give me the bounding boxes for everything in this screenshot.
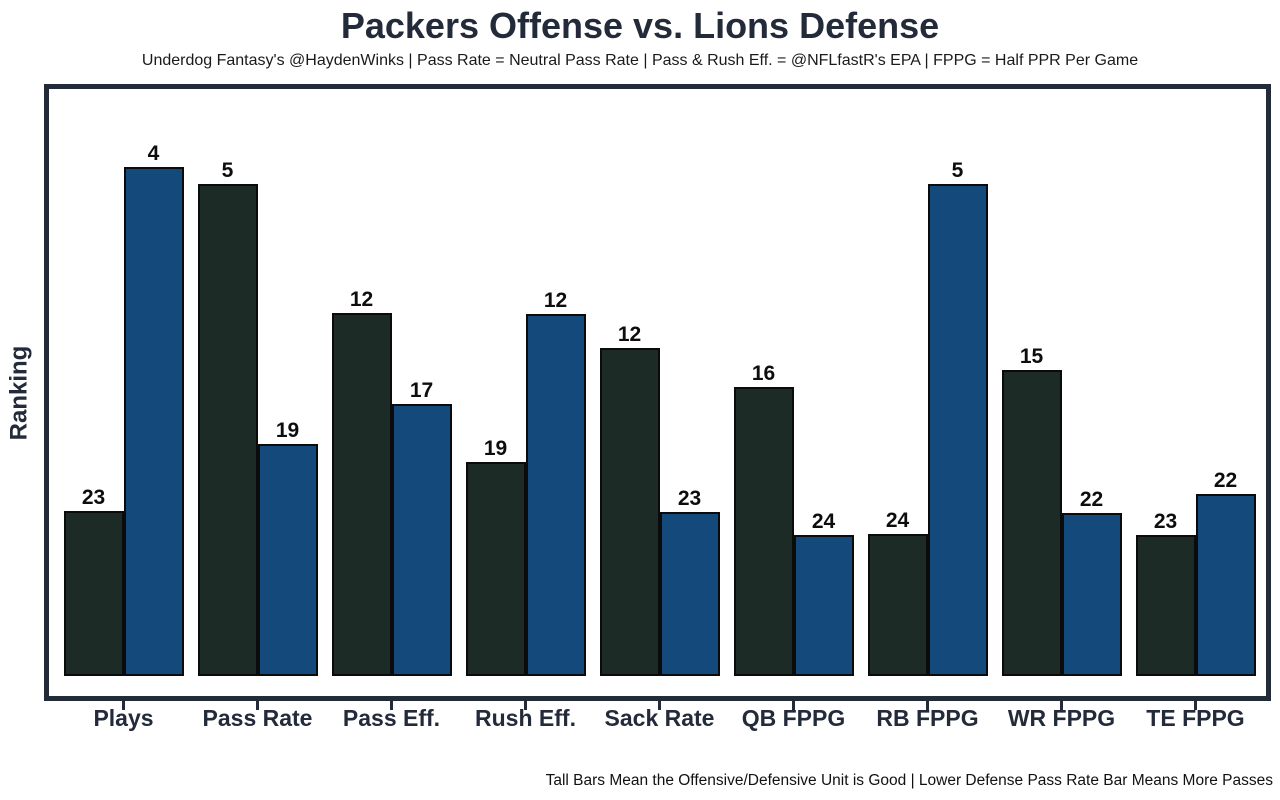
chart-title: Packers Offense vs. Lions Defense bbox=[340, 5, 940, 46]
defense-rank-label: 22 bbox=[1213, 469, 1238, 493]
offense-bar bbox=[1135, 535, 1196, 676]
defense-bar bbox=[659, 512, 720, 676]
x-axis-category-label: TE FPPG bbox=[1146, 705, 1245, 731]
y-axis-label-text: Ranking bbox=[5, 345, 32, 440]
x-axis-category-label: Pass Rate bbox=[202, 705, 313, 731]
defense-rank-label: 19 bbox=[275, 419, 300, 443]
defense-bar-wrap: 5 bbox=[927, 89, 988, 676]
x-axis-category-label: QB FPPG bbox=[741, 705, 846, 731]
defense-bar-wrap: 23 bbox=[659, 89, 720, 676]
offense-rank-label: 12 bbox=[349, 288, 374, 312]
chart-plot: 23 4 Plays 5 19 Pass Rate 12 17 Pass Eff… bbox=[44, 84, 1271, 731]
bar-group: 15 22 bbox=[1001, 89, 1122, 676]
offense-bar bbox=[867, 533, 928, 676]
x-axis-tick bbox=[792, 701, 795, 710]
offense-rank-label: 12 bbox=[617, 323, 642, 347]
defense-rank-label: 5 bbox=[951, 158, 964, 182]
x-axis-tick bbox=[256, 701, 259, 710]
offense-bar bbox=[331, 313, 392, 676]
defense-bar-wrap: 17 bbox=[391, 89, 452, 676]
offense-bar bbox=[465, 462, 526, 676]
defense-bar-wrap: 22 bbox=[1195, 89, 1256, 676]
offense-bar bbox=[733, 387, 794, 676]
defense-bar bbox=[1195, 494, 1256, 676]
y-axis-label: Ranking bbox=[0, 84, 38, 701]
bar-group: 23 22 bbox=[1135, 89, 1256, 676]
x-axis-category-label: WR FPPG bbox=[1007, 705, 1116, 731]
defense-bar bbox=[1061, 513, 1122, 676]
offense-bar bbox=[197, 183, 258, 676]
defense-bar bbox=[123, 167, 184, 676]
defense-bar bbox=[793, 535, 854, 676]
offense-bar-wrap: 16 bbox=[733, 89, 794, 676]
defense-bar-wrap: 12 bbox=[525, 89, 586, 676]
defense-rank-label: 4 bbox=[147, 142, 160, 166]
chart-footnote: Tall Bars Mean the Offensive/Defensive U… bbox=[545, 772, 1273, 789]
x-axis-tick bbox=[390, 701, 393, 710]
offense-rank-label: 5 bbox=[221, 158, 234, 182]
bar-group: 12 17 bbox=[331, 89, 452, 676]
offense-bar-wrap: 23 bbox=[1135, 89, 1196, 676]
offense-bar-wrap: 12 bbox=[599, 89, 660, 676]
x-axis-tick bbox=[1060, 701, 1063, 710]
offense-bar-wrap: 15 bbox=[1001, 89, 1062, 676]
defense-rank-label: 24 bbox=[811, 510, 836, 534]
defense-bar bbox=[927, 183, 988, 676]
offense-bar-wrap: 12 bbox=[331, 89, 392, 676]
offense-bar-wrap: 19 bbox=[465, 89, 526, 676]
defense-rank-label: 23 bbox=[677, 487, 702, 511]
defense-bar-wrap: 4 bbox=[123, 89, 184, 676]
defense-bar-wrap: 22 bbox=[1061, 89, 1122, 676]
defense-bar bbox=[391, 404, 452, 676]
defense-bar bbox=[257, 444, 318, 676]
offense-rank-label: 23 bbox=[1153, 510, 1178, 534]
defense-bar-wrap: 24 bbox=[793, 89, 854, 676]
x-axis-category-label: RB FPPG bbox=[876, 705, 979, 731]
offense-rank-label: 19 bbox=[483, 437, 508, 461]
x-axis-tick bbox=[524, 701, 527, 710]
bar-group: 23 4 bbox=[63, 89, 184, 676]
x-axis-category-label: Plays bbox=[93, 705, 154, 731]
x-axis-category-label: Sack Rate bbox=[604, 705, 715, 731]
x-axis-tick bbox=[1194, 701, 1197, 710]
defense-rank-label: 22 bbox=[1079, 488, 1104, 512]
defense-rank-label: 12 bbox=[543, 289, 568, 313]
offense-rank-label: 16 bbox=[751, 362, 776, 386]
offense-bar bbox=[1001, 370, 1062, 676]
defense-bar-wrap: 19 bbox=[257, 89, 318, 676]
bar-group: 12 23 bbox=[599, 89, 720, 676]
x-axis-category-label: Pass Eff. bbox=[342, 705, 441, 731]
offense-rank-label: 23 bbox=[81, 486, 106, 510]
bar-group: 5 19 bbox=[197, 89, 318, 676]
x-axis-tick bbox=[926, 701, 929, 710]
x-axis-tick bbox=[122, 701, 125, 710]
chart-subtitle: Underdog Fantasy's @HaydenWinks | Pass R… bbox=[141, 52, 1139, 69]
x-axis-tick bbox=[658, 701, 661, 710]
bar-group: 19 12 bbox=[465, 89, 586, 676]
offense-rank-label: 15 bbox=[1019, 345, 1044, 369]
defense-bar bbox=[525, 314, 586, 676]
offense-bar-wrap: 5 bbox=[197, 89, 258, 676]
bar-group: 24 5 bbox=[867, 89, 988, 676]
offense-bar bbox=[63, 511, 124, 676]
bar-group: 16 24 bbox=[733, 89, 854, 676]
defense-rank-label: 17 bbox=[409, 379, 434, 403]
offense-bar-wrap: 24 bbox=[867, 89, 928, 676]
offense-bar bbox=[599, 348, 660, 676]
offense-rank-label: 24 bbox=[885, 508, 910, 532]
offense-bar-wrap: 23 bbox=[63, 89, 124, 676]
x-axis-category-label: Rush Eff. bbox=[475, 705, 576, 731]
